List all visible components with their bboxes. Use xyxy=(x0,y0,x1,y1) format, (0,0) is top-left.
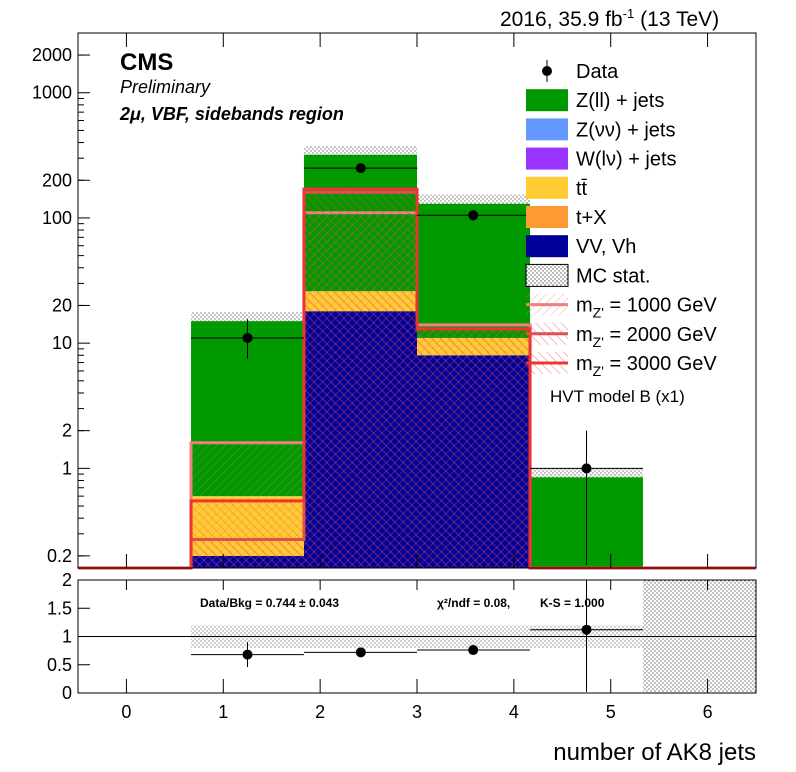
legend-signal2-label: mZ' = 2000 GeV xyxy=(576,324,717,350)
legend-vv-label: VV, Vh xyxy=(576,236,636,258)
legend-tt-swatch xyxy=(526,176,568,199)
legend-data-label: Data xyxy=(576,61,619,83)
legend-mcstat-swatch xyxy=(525,263,569,287)
ratio-stats-label: Data/Bkg = 0.744 ± 0.043 xyxy=(200,596,339,610)
legend-entry-wlv: W(lν) + jets xyxy=(526,147,677,171)
xtick-label-0: 0 xyxy=(121,702,131,722)
preliminary-label: Preliminary xyxy=(120,77,211,97)
legend-tX-swatch xyxy=(526,206,568,228)
legend-entry-znn: Z(νν) + jets xyxy=(526,118,675,141)
xtick-label-1: 1 xyxy=(218,702,228,722)
data-point-0 xyxy=(242,332,253,343)
ytick-label-8: 2000 xyxy=(32,45,72,65)
legend-mcstat-label: MC stat. xyxy=(576,265,650,287)
ratio-ytick-label-2: 1 xyxy=(62,627,72,647)
ratio-point-1 xyxy=(355,647,366,658)
data-point-1 xyxy=(355,163,366,174)
legend: Data Z(ll) + jets Z(νν) + jets W(lν) + jets… xyxy=(525,60,717,379)
hvt-note: HVT model B (x1) xyxy=(550,387,685,406)
signal3-hatch-2 xyxy=(303,189,417,568)
legend-tt-label: tt̄ xyxy=(576,177,588,199)
mcstat-band-3 xyxy=(417,194,531,204)
legend-signal3-label: mZ' = 3000 GeV xyxy=(576,353,717,379)
ratio-chi2-label: χ²/ndf = 0.08, xyxy=(437,596,510,610)
legend-entry-signal2: mZ' = 2000 GeV xyxy=(526,322,717,350)
legend-znn-label: Z(νν) + jets xyxy=(576,119,675,141)
xtick-label-3: 3 xyxy=(412,702,422,722)
legend-entry-mcstat: MC stat. xyxy=(525,263,650,287)
legend-signal1-label: mZ' = 1000 GeV xyxy=(576,295,717,321)
ytick-label-6: 200 xyxy=(42,170,72,190)
legend-vv-swatch xyxy=(526,235,568,258)
mcstat-band-2 xyxy=(303,145,417,155)
legend-znn-swatch xyxy=(526,118,568,141)
legend-entry-tX: t+X xyxy=(526,206,607,229)
legend-entry-vv: VV, Vh xyxy=(526,235,636,258)
data-point-3 xyxy=(581,463,592,474)
ratio-ks-label: K-S = 1.000 xyxy=(540,596,605,610)
ytick-label-5: 100 xyxy=(42,208,72,228)
ratio-ytick-label-0: 0 xyxy=(62,683,72,703)
mcstat-band-1 xyxy=(191,312,304,322)
main-panel: 0.2 1 2 10 20 100 200 1000 2000 xyxy=(32,32,757,570)
ratio-point-2 xyxy=(468,645,479,656)
data-point-2 xyxy=(468,210,479,221)
legend-entry-signal1: mZ' = 1000 GeV xyxy=(526,293,717,321)
lumi-label: 2016, 35.9 fb-1 (13 TeV) xyxy=(500,6,719,31)
ytick-label-2: 2 xyxy=(62,421,72,441)
ratio-point-0 xyxy=(242,649,253,660)
x-axis-label: number of AK8 jets xyxy=(553,739,756,766)
legend-wlv-swatch xyxy=(526,147,568,170)
ytick-label-4: 20 xyxy=(52,295,72,315)
ytick-label-3: 10 xyxy=(52,333,72,353)
signal3-hatch-1 xyxy=(191,500,304,568)
region-label: 2μ, VBF, sidebands region xyxy=(119,104,344,124)
cms-label: CMS xyxy=(120,49,173,76)
legend-entry-data: Data xyxy=(542,60,619,83)
legend-tX-label: t+X xyxy=(576,207,607,229)
xtick-label-4: 4 xyxy=(509,702,519,722)
legend-entry-signal3: mZ' = 3000 GeV xyxy=(526,352,717,379)
xtick-label-6: 6 xyxy=(703,702,713,722)
ratio-panel: 0 0.5 1 1.5 2 0 1 2 3 4 5 6 xyxy=(47,570,757,722)
ytick-label-1: 1 xyxy=(62,458,72,478)
ratio-point-3 xyxy=(581,624,592,635)
legend-entry-tt: tt̄ xyxy=(526,176,588,200)
ratio-ytick-label-4: 2 xyxy=(62,570,72,590)
xtick-label-2: 2 xyxy=(315,702,325,722)
legend-entry-zll: Z(ll) + jets xyxy=(526,89,664,112)
ratio-ytick-label-1: 0.5 xyxy=(47,655,72,675)
xtick-label-5: 5 xyxy=(606,702,616,722)
ratio-ytick-label-3: 1.5 xyxy=(47,598,72,618)
legend-zll-swatch xyxy=(526,89,568,112)
signal3-hatch-3 xyxy=(417,328,531,568)
legend-wlv-label: W(lν) + jets xyxy=(576,149,677,171)
legend-zll-label: Z(ll) + jets xyxy=(576,90,664,112)
ytick-label-0: 0.2 xyxy=(47,546,72,566)
bar-zll-3 xyxy=(417,203,531,338)
legend-data-marker xyxy=(542,66,552,76)
ytick-label-7: 1000 xyxy=(32,83,72,103)
